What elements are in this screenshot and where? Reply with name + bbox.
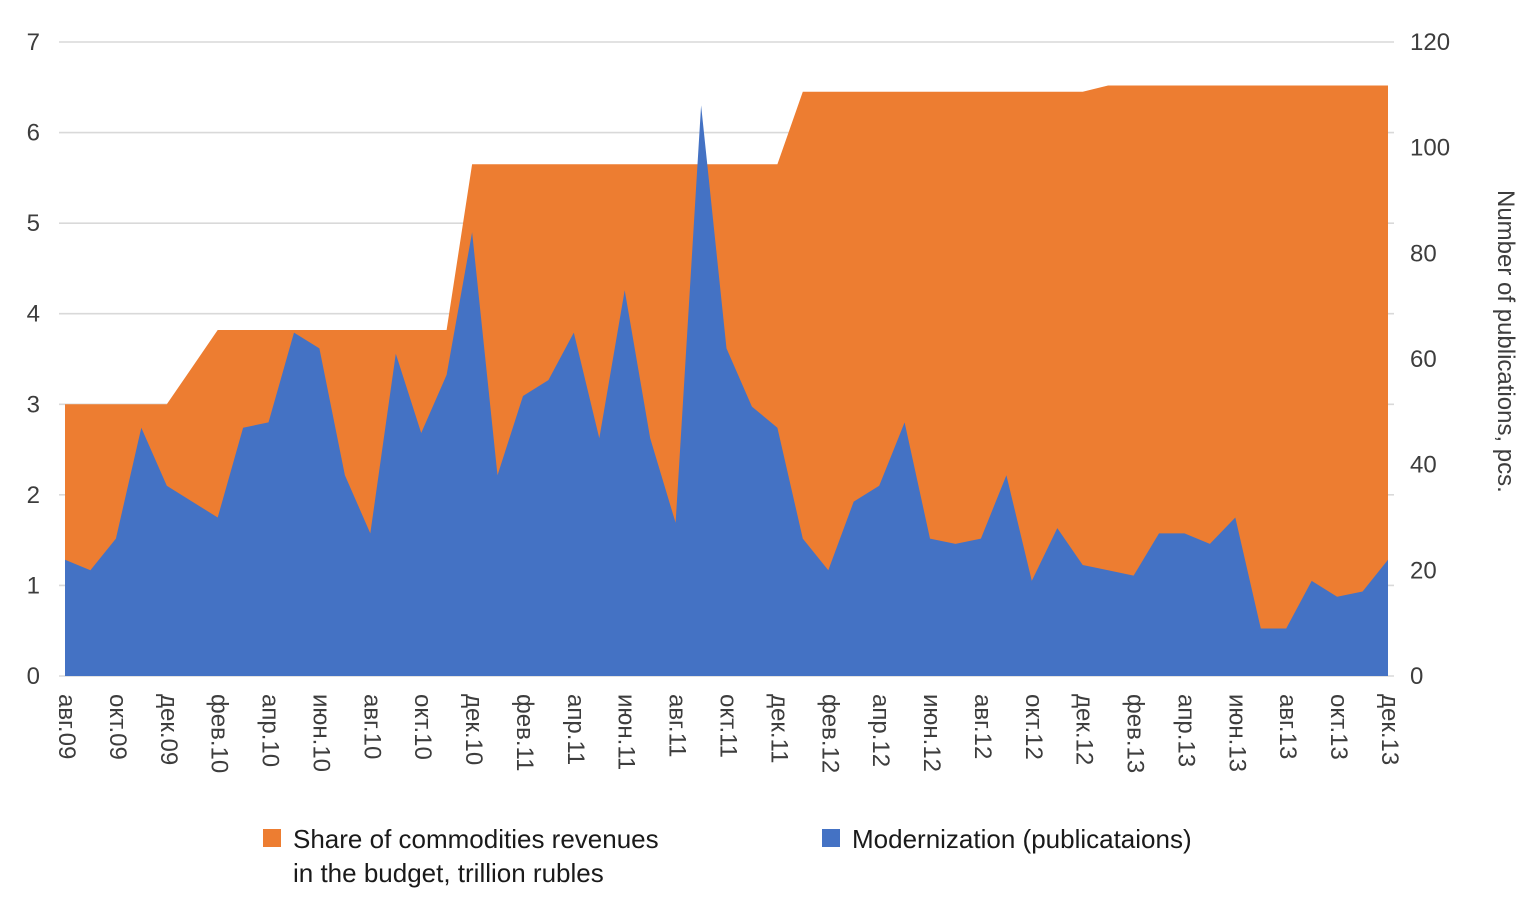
legend-label-line1: Share of commodities revenues [293,824,659,854]
x-axis-tick: июн.12 [918,694,945,772]
left-axis-tick: 3 [27,391,40,418]
x-axis-tick: фев.13 [1122,694,1149,773]
left-axis-tick: 6 [27,120,40,147]
left-axis-tick: 1 [27,572,40,599]
x-axis-tick: окт.09 [104,694,131,760]
legend-item-publications: Modernization (publicataions) [822,822,1192,856]
legend-label-line2: in the budget, trillion rubles [293,858,604,889]
x-axis-tick: июн.10 [307,694,334,772]
x-axis-tick: окт.13 [1325,694,1352,760]
x-axis-tick: дек.12 [1071,694,1098,765]
legend-label-publications: Modernization (publicataions) [852,822,1192,856]
right-axis-tick: 60 [1410,346,1437,373]
left-axis-tick: 0 [27,663,40,690]
x-axis-tick: июн.11 [613,694,640,770]
x-axis-tick: авг.13 [1274,694,1301,759]
x-axis-tick: дек.09 [155,694,182,765]
x-axis-tick: дек.11 [765,694,792,763]
right-axis-title: Number of publications, pcs. [1492,190,1519,493]
x-axis-tick: фев.10 [206,694,233,773]
chart-legend: Share of commodities revenues in the bud… [0,822,1536,907]
right-axis-tick: 40 [1410,452,1437,479]
right-axis-tick: 80 [1410,240,1437,267]
right-axis-tick: 0 [1410,663,1423,690]
x-axis-tick: дек.13 [1376,694,1403,765]
right-axis-tick: 20 [1410,557,1437,584]
right-axis-tick: 120 [1410,29,1450,56]
x-axis-tick: авг.12 [969,694,996,759]
x-axis-tick: авг.11 [664,694,691,758]
publications-area [65,105,1388,676]
x-axis-tick: авг.10 [358,694,385,759]
legend-swatch-commodities [263,829,281,847]
x-axis-tick: авг.09 [53,694,80,759]
x-axis-tick: окт.10 [409,694,436,760]
right-axis-tick: 100 [1410,135,1450,162]
x-axis-tick: фев.11 [511,694,538,771]
legend-swatch-publications [822,829,840,847]
x-axis-tick: июн.13 [1223,694,1250,772]
left-axis-tick: 2 [27,482,40,509]
x-axis-tick: апр.12 [867,694,894,767]
left-axis-tick: 5 [27,210,40,237]
x-axis-tick: окт.11 [715,694,742,758]
x-axis-tick: фев.12 [816,694,843,773]
x-axis-tick: дек.10 [460,694,487,765]
x-axis-tick: окт.12 [1020,694,1047,760]
legend-item-commodities: Share of commodities revenues in the bud… [263,822,659,891]
x-axis-tick: апр.10 [257,694,284,767]
x-axis-tick: апр.13 [1173,694,1200,767]
left-axis-tick: 4 [27,301,40,328]
legend-label-commodities: Share of commodities revenues in the bud… [293,822,659,891]
x-axis-tick: апр.11 [562,694,589,765]
left-axis-tick: 7 [27,29,40,56]
area-chart: 0 1 2 3 4 5 6 7 0 20 40 60 80 100 120 авг.09 окт.09 дек.0… [27,29,1519,773]
legend-label-line1: Modernization (publicataions) [852,824,1192,854]
